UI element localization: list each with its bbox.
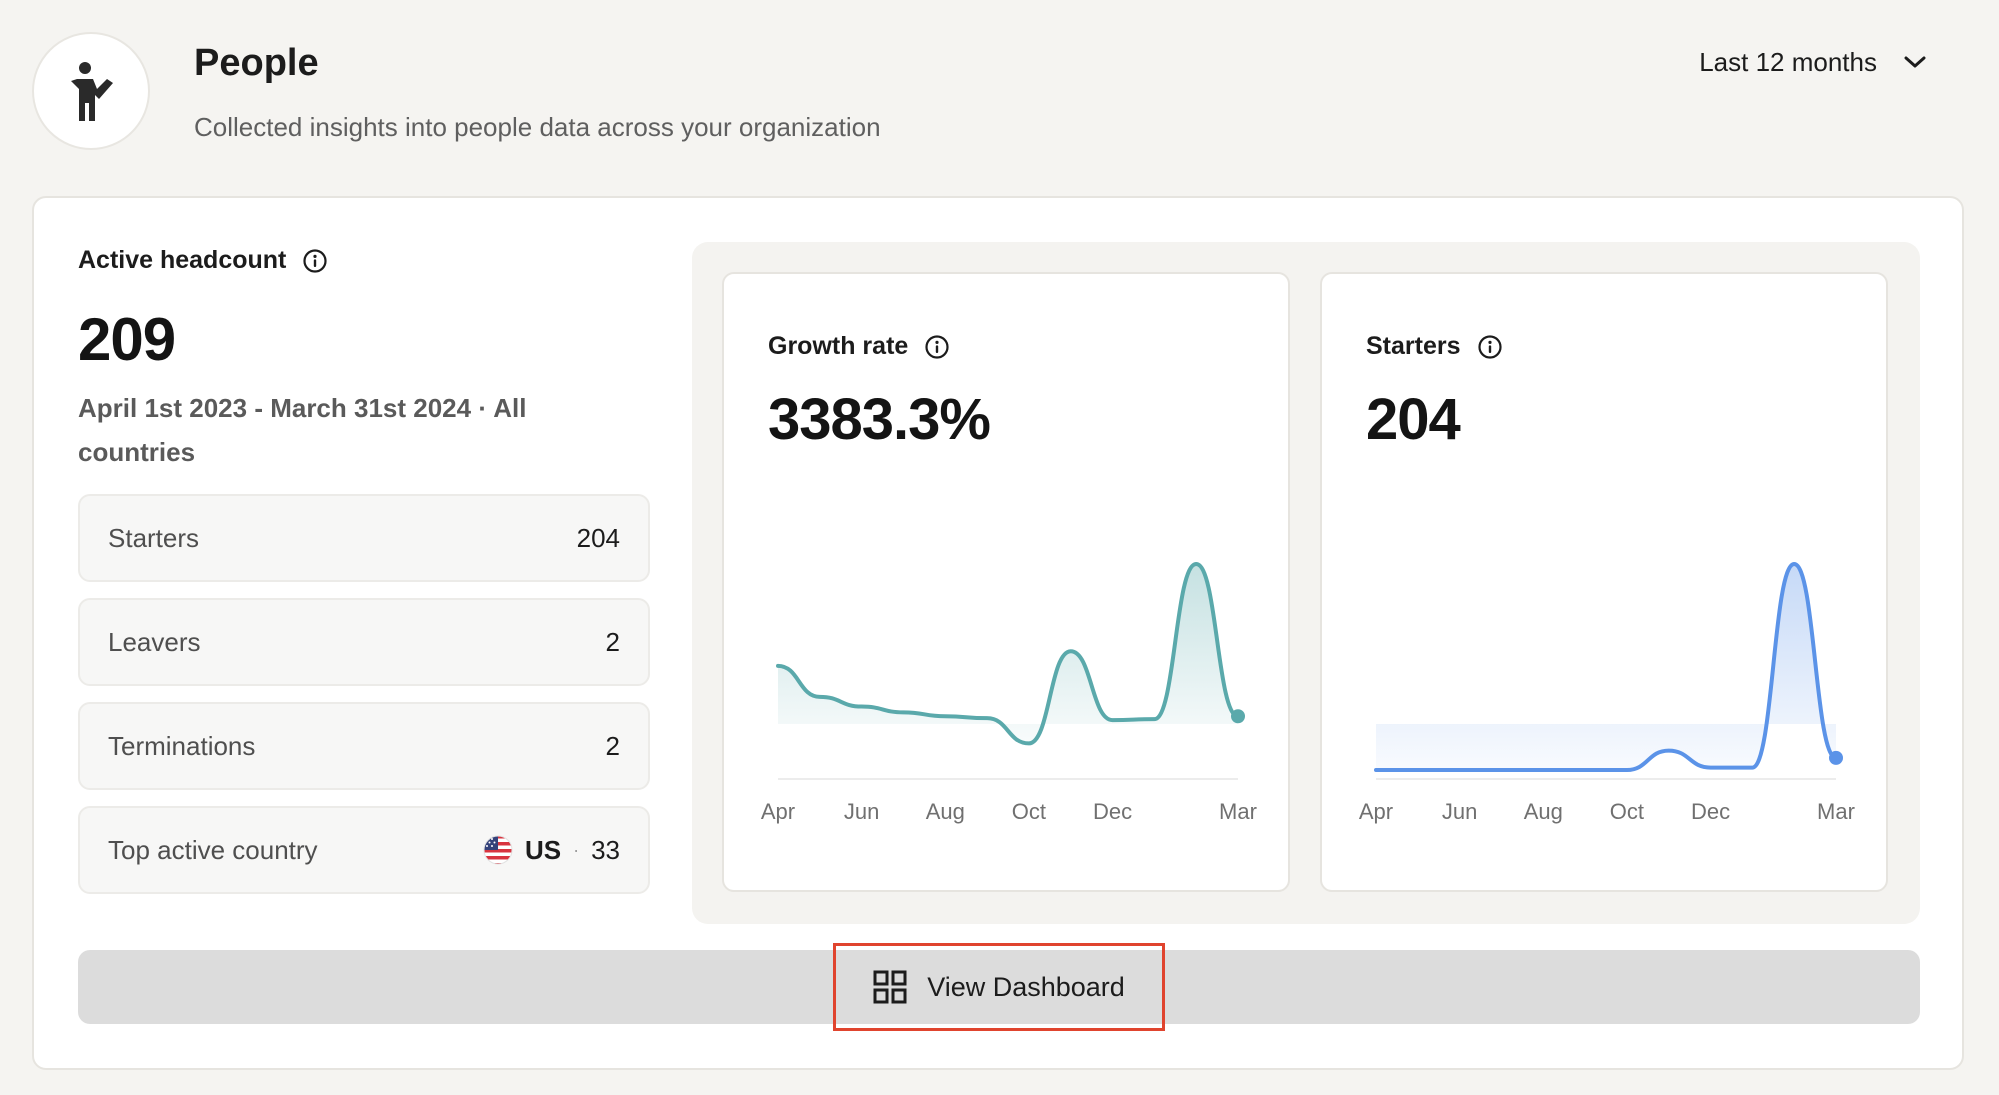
stat-row-starters: Starters 204 — [78, 494, 650, 582]
info-icon[interactable] — [1477, 334, 1503, 360]
x-tick-label: Aug — [926, 799, 965, 824]
starters-label-row: Starters — [1366, 332, 1503, 361]
x-tick-label: Aug — [1524, 799, 1563, 824]
top-country-code: US — [524, 834, 562, 865]
x-tick-label: Dec — [1093, 799, 1132, 824]
view-dashboard-label: View Dashboard — [927, 971, 1125, 1002]
growth-rate-label-row: Growth rate — [768, 332, 950, 361]
series-line — [776, 561, 1240, 746]
x-tick-label: Jun — [844, 799, 879, 824]
top-country-value: US · 33 — [483, 835, 620, 866]
page-subtitle: Collected insights into people data acro… — [194, 112, 881, 142]
page-title: People — [194, 42, 319, 84]
x-tick-label: Oct — [1610, 799, 1644, 824]
x-tick-label: Mar — [1817, 799, 1855, 824]
grid-icon — [873, 970, 907, 1004]
x-tick-label: Jun — [1442, 799, 1477, 824]
starters-card: Apr Jun Aug Oct Dec Mar Starters 204 — [1320, 272, 1888, 892]
stat-row-top-country: Top active country — [78, 806, 650, 894]
person-waving-icon — [32, 32, 150, 150]
x-tick-label: Mar — [1219, 799, 1257, 824]
people-summary-card: Active headcount 209 April 1st 2023 - Ma… — [32, 196, 1964, 1070]
x-tick-label: Apr — [761, 799, 795, 824]
x-tick-label: Oct — [1012, 799, 1046, 824]
headcount-label: Active headcount — [78, 246, 287, 274]
stat-row-leavers: Leavers 2 — [78, 598, 650, 686]
stat-row-terminations: Terminations 2 — [78, 702, 650, 790]
info-icon[interactable] — [302, 248, 328, 274]
info-icon[interactable] — [924, 334, 950, 360]
stat-list: Starters 204 Leavers 2 Terminations 2 To… — [78, 494, 650, 894]
page-header: People Collected insights into people da… — [32, 32, 1967, 152]
series-line — [1374, 561, 1838, 772]
stat-label: Leavers — [108, 626, 201, 657]
last-point-marker — [1829, 750, 1843, 765]
series-area — [778, 564, 1238, 744]
headcount-date-range: April 1st 2023 - March 31st 2024 · All c… — [78, 393, 527, 467]
growth-rate-value: 3383.3% — [768, 387, 991, 452]
view-dashboard-button[interactable]: View Dashboard — [833, 943, 1165, 1031]
starters-chart-value: 204 — [1366, 387, 1461, 452]
stat-label: Terminations — [108, 730, 256, 761]
stat-value: 2 — [605, 730, 620, 761]
us-flag-icon — [483, 835, 513, 865]
starters-chart-label: Starters — [1366, 332, 1461, 360]
headcount-value: 209 — [78, 306, 176, 373]
headcount-label-row: Active headcount — [78, 246, 650, 275]
starters-chart: Apr Jun Aug Oct Dec Mar — [1359, 561, 1855, 824]
period-dropdown-label: Last 12 months — [1699, 46, 1877, 77]
series-area — [1376, 564, 1836, 770]
x-tick-label: Dec — [1691, 799, 1730, 824]
top-country-count: 33 — [591, 834, 620, 865]
stat-value: 2 — [605, 626, 620, 657]
view-dashboard-bar[interactable]: View Dashboard — [78, 943, 1920, 1031]
period-dropdown[interactable]: Last 12 months — [1699, 42, 1927, 82]
x-tick-label: Apr — [1359, 799, 1393, 824]
growth-rate-chart: Apr Jun Aug Oct Dec Mar — [761, 561, 1257, 824]
stat-label: Top active country — [108, 834, 318, 865]
growth-rate-card: Apr Jun Aug Oct Dec Mar Growth rate 3383.3% — [722, 272, 1290, 892]
growth-rate-label: Growth rate — [768, 332, 909, 360]
last-point-marker — [1231, 709, 1245, 724]
stat-label: Starters — [108, 522, 200, 553]
chevron-down-icon — [1904, 56, 1926, 68]
headcount-panel: Active headcount 209 April 1st 2023 - Ma… — [78, 246, 650, 894]
stat-value: 204 — [576, 522, 620, 553]
charts-panel: Apr Jun Aug Oct Dec Mar Growth rate 3383.3% A… — [692, 242, 1920, 924]
separator-dot: · — [573, 839, 580, 860]
